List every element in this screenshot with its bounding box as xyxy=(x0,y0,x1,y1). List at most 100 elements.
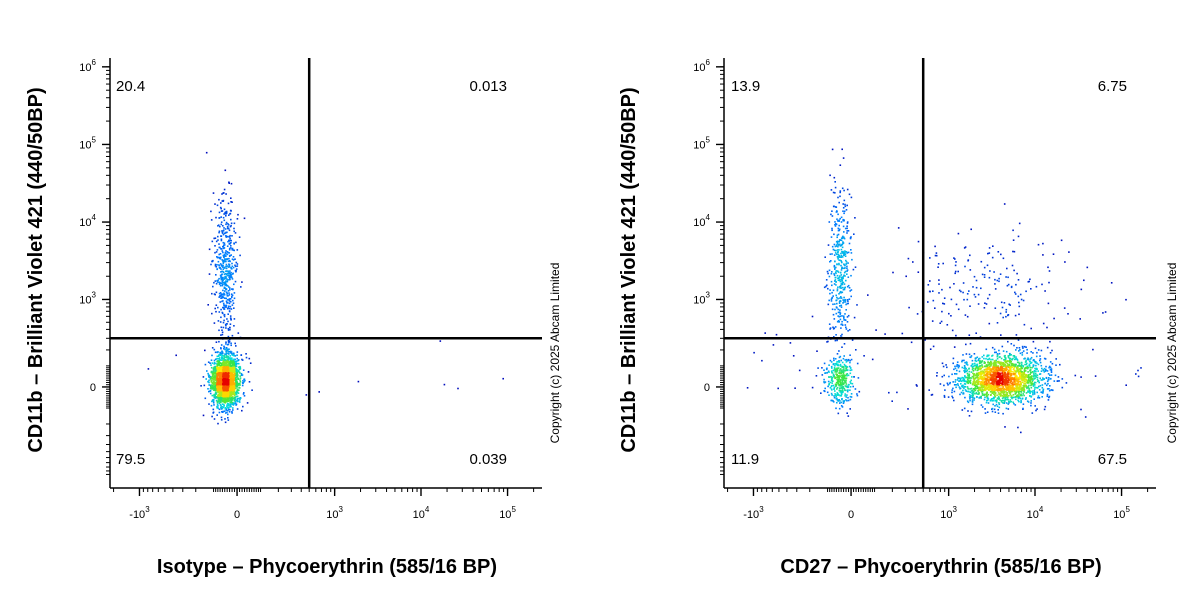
event-dot xyxy=(211,384,213,386)
event-dot xyxy=(841,291,844,294)
event-dot xyxy=(836,381,839,384)
event-dot xyxy=(231,248,233,251)
event-dot xyxy=(833,273,835,275)
event-dot xyxy=(223,383,225,385)
event-dot xyxy=(220,248,223,250)
event-dot xyxy=(835,223,837,225)
event-dot xyxy=(1079,318,1081,320)
event-dot xyxy=(211,292,213,295)
event-dot xyxy=(828,371,830,373)
event-dot xyxy=(827,340,829,343)
event-dot xyxy=(836,296,838,299)
event-dot xyxy=(846,221,849,223)
event-dot xyxy=(224,374,227,377)
event-dot xyxy=(229,364,232,366)
event-dot xyxy=(839,387,841,390)
event-dot xyxy=(1004,399,1006,402)
event-dot xyxy=(1015,395,1018,398)
event-dot xyxy=(838,224,840,227)
event-dot xyxy=(1044,368,1047,371)
event-dot xyxy=(219,385,221,387)
event-dot xyxy=(980,287,982,290)
event-dot xyxy=(1018,347,1021,349)
event-dot xyxy=(1051,349,1053,352)
event-dot xyxy=(216,249,219,251)
event-dot xyxy=(772,344,775,346)
event-dot xyxy=(210,371,213,374)
event-dot xyxy=(956,363,958,366)
event-dot xyxy=(838,383,840,386)
event-dot xyxy=(999,312,1002,315)
event-dot xyxy=(907,257,910,260)
event-dot xyxy=(1034,384,1036,386)
event-dot xyxy=(227,266,230,268)
event-dot xyxy=(220,297,223,299)
event-dot xyxy=(1014,365,1016,367)
event-dot xyxy=(851,258,853,261)
event-dot xyxy=(225,373,227,375)
event-dot xyxy=(955,303,958,306)
event-dot xyxy=(979,388,981,390)
event-dot xyxy=(1022,347,1024,349)
event-dot xyxy=(842,235,844,238)
event-dot xyxy=(842,242,845,244)
event-dot xyxy=(1025,392,1028,394)
event-dot xyxy=(981,273,984,276)
event-dot xyxy=(218,388,221,391)
event-dot xyxy=(829,174,831,177)
event-dot xyxy=(844,389,847,392)
y-tick-exponent: 5 xyxy=(92,135,97,144)
event-dot xyxy=(223,404,225,406)
event-dot xyxy=(831,245,834,248)
event-dot xyxy=(836,234,839,237)
event-dot xyxy=(225,221,228,224)
event-dot xyxy=(997,412,1000,414)
event-dot xyxy=(1019,352,1022,355)
event-dot xyxy=(231,399,233,401)
event-dot xyxy=(231,265,234,268)
event-dot xyxy=(1035,386,1038,389)
event-dot xyxy=(831,148,834,151)
event-dot xyxy=(839,402,841,404)
event-dot xyxy=(236,360,238,362)
event-dot xyxy=(1050,374,1053,376)
event-dot xyxy=(1027,376,1029,379)
event-dot xyxy=(243,378,245,381)
event-dot xyxy=(227,387,230,389)
event-dot xyxy=(845,381,847,383)
event-dot xyxy=(1015,283,1017,286)
event-dot xyxy=(226,323,228,325)
event-dot xyxy=(220,268,222,270)
event-dot xyxy=(845,361,848,363)
event-dot xyxy=(224,418,226,420)
event-dot xyxy=(230,344,232,347)
event-dot xyxy=(843,252,846,255)
event-dot xyxy=(224,363,226,366)
event-dot xyxy=(841,315,843,317)
event-dot xyxy=(215,266,218,268)
event-dot xyxy=(1029,372,1032,374)
event-dot xyxy=(229,366,232,369)
event-dot xyxy=(221,259,223,261)
event-dot xyxy=(1001,306,1004,309)
event-dot xyxy=(839,368,842,370)
event-dot xyxy=(1034,361,1036,363)
event-dot xyxy=(847,396,849,399)
event-dot xyxy=(1080,408,1082,411)
event-dot xyxy=(223,405,225,407)
event-dot xyxy=(835,371,838,373)
event-dot xyxy=(994,395,997,398)
event-dot xyxy=(998,349,1000,352)
event-dot xyxy=(976,385,978,388)
event-dot xyxy=(794,387,796,389)
event-dot xyxy=(221,278,224,280)
event-dot xyxy=(223,255,225,257)
event-dot xyxy=(833,264,836,267)
event-dot xyxy=(840,287,842,289)
event-dot xyxy=(214,265,217,267)
event-dot xyxy=(216,279,218,282)
event-dot xyxy=(1054,374,1057,377)
event-dot xyxy=(217,362,220,365)
event-dot xyxy=(230,245,232,247)
event-dot xyxy=(230,380,232,383)
